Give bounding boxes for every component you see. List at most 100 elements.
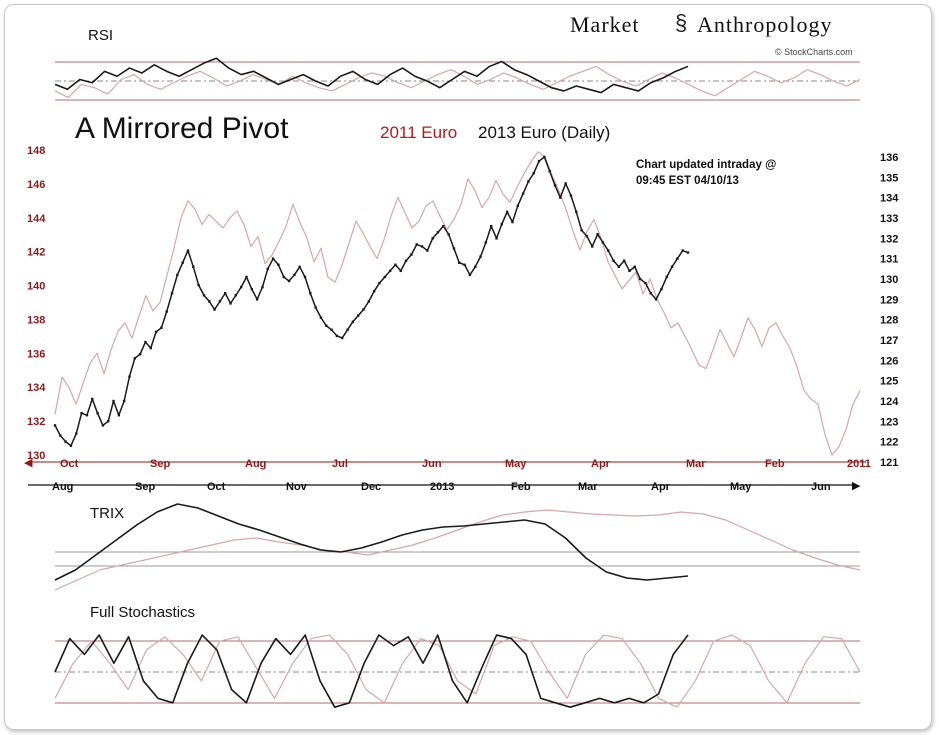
series-2013-point bbox=[53, 424, 57, 427]
series-2013-point bbox=[154, 330, 158, 334]
right-tick-label: 130 bbox=[880, 274, 898, 286]
update-note-line2: 09:45 EST 04/10/13 bbox=[636, 175, 739, 187]
left-tick-label: 148 bbox=[27, 145, 45, 157]
bottom-x-tick-label: Apr bbox=[651, 481, 671, 493]
series-2013-point bbox=[202, 294, 206, 297]
2013-euro-stoch-panel-line bbox=[54, 634, 689, 709]
bottom-x-tick-label: Jun bbox=[811, 481, 831, 493]
series-2013-point bbox=[458, 261, 461, 264]
series-2013-point bbox=[80, 412, 83, 415]
right-tick-label: 131 bbox=[880, 254, 898, 266]
series-2013-point bbox=[649, 292, 652, 295]
update-note-line1: Chart updated intraday @ bbox=[636, 159, 776, 171]
series-2013-point bbox=[394, 263, 397, 266]
series-2013-point bbox=[341, 336, 344, 340]
left-tick-label: 134 bbox=[27, 382, 46, 394]
brand-word-anthropology: Anthropology bbox=[697, 12, 832, 37]
series-2013-point bbox=[468, 273, 472, 277]
bottom-x-tick-label: Mar bbox=[578, 481, 598, 493]
series-2013-point bbox=[325, 324, 328, 327]
series-2013-point bbox=[106, 420, 110, 423]
dna-helix-icon: § bbox=[675, 10, 687, 35]
series-2013-point bbox=[644, 281, 647, 285]
top-x-tick-label: Sep bbox=[150, 458, 170, 470]
series-2013-point bbox=[452, 247, 456, 250]
series-2013-point bbox=[319, 316, 323, 319]
series-2013-point bbox=[596, 233, 599, 236]
series-2013-point bbox=[495, 237, 498, 240]
series-2013-euro-line bbox=[54, 156, 689, 447]
top-x-tick-label: Apr bbox=[591, 458, 611, 470]
series-2013-point bbox=[170, 292, 174, 295]
series-2013-point bbox=[378, 281, 381, 285]
chart-frame bbox=[4, 4, 932, 730]
series-2013-point bbox=[383, 275, 386, 279]
series-2013-point bbox=[218, 300, 222, 303]
series-2013-point bbox=[516, 204, 519, 207]
rsi-label: RSI bbox=[88, 27, 113, 44]
series-2013-point bbox=[128, 375, 131, 378]
series-2013-point bbox=[447, 233, 450, 236]
series-2013-point bbox=[266, 267, 269, 271]
series-2013-point bbox=[224, 292, 227, 295]
series-2013-point bbox=[404, 259, 408, 262]
top-x-axis-2011: Oct Sep Aug Jul Jun May Apr Mar Feb 2011 bbox=[60, 458, 871, 470]
series-2013-point bbox=[85, 414, 89, 417]
series-2013-point bbox=[505, 210, 509, 214]
right-tick-label: 121 bbox=[880, 457, 898, 469]
series-2013-point bbox=[367, 300, 371, 303]
series-2013-point bbox=[298, 265, 301, 268]
left-tick-label: 132 bbox=[27, 416, 45, 428]
series-2013-point bbox=[330, 328, 333, 332]
right-tick-label: 126 bbox=[880, 355, 898, 367]
series-2013-point bbox=[250, 287, 254, 291]
series-2013-point bbox=[91, 397, 94, 401]
right-tick-label: 123 bbox=[880, 416, 898, 428]
series-2013-point bbox=[607, 249, 610, 252]
series-2013-point bbox=[112, 399, 115, 403]
series-2011-euro-line bbox=[54, 151, 861, 456]
2011-euro-trix-panel-line bbox=[54, 509, 861, 591]
series-2013-point bbox=[670, 265, 674, 268]
series-2013-point bbox=[303, 275, 307, 279]
series-2013-point bbox=[271, 257, 275, 260]
series-2013-point bbox=[122, 399, 126, 403]
right-tick-label: 127 bbox=[880, 335, 898, 347]
2011-euro-rsi-panel-line bbox=[54, 65, 861, 99]
series-2013-point bbox=[553, 184, 557, 187]
top-x-tick-label: Mar bbox=[686, 458, 706, 470]
series-2013-point bbox=[287, 279, 291, 283]
2013-euro-rsi-panel-line bbox=[54, 57, 689, 94]
trix-label: TRIX bbox=[90, 505, 124, 522]
right-tick-label: 122 bbox=[880, 437, 898, 449]
series-2013-point bbox=[229, 302, 232, 305]
series-2013-point bbox=[335, 334, 339, 338]
series-2013-point bbox=[149, 346, 152, 350]
series-2013-point bbox=[537, 159, 541, 163]
series-2013-point bbox=[261, 285, 264, 289]
bottom-x-tick-label: 2013 bbox=[430, 481, 454, 493]
2011-euro-stoch-panel-line bbox=[54, 634, 861, 708]
left-tick-label: 142 bbox=[27, 247, 45, 259]
credit-text: © StockCharts.com bbox=[775, 47, 853, 57]
series-2013-point bbox=[399, 269, 402, 273]
series-2013-point bbox=[527, 180, 530, 183]
series-2013-point bbox=[213, 308, 216, 311]
series-2013-point bbox=[638, 277, 642, 281]
series-2013-point bbox=[479, 255, 482, 258]
bottom-x-axis-2013: Aug Sep Oct Nov Dec 2013 Feb Mar Apr May Jun bbox=[52, 481, 831, 493]
series-2013-point bbox=[101, 424, 105, 427]
series-2013-point bbox=[484, 241, 488, 244]
series-2013-point bbox=[521, 192, 525, 195]
series-2013-point bbox=[442, 224, 445, 228]
series-2013-point bbox=[234, 294, 238, 297]
right-tick-label: 133 bbox=[880, 213, 898, 225]
right-tick-label: 135 bbox=[880, 172, 898, 184]
series-2013-point bbox=[117, 414, 121, 417]
title-main: A Mirrored Pivot bbox=[75, 112, 289, 145]
series-2013-point bbox=[654, 298, 658, 301]
series-2013-point bbox=[548, 170, 551, 173]
series-2013-point bbox=[410, 253, 413, 256]
bottom-x-tick-label: Nov bbox=[286, 481, 308, 493]
